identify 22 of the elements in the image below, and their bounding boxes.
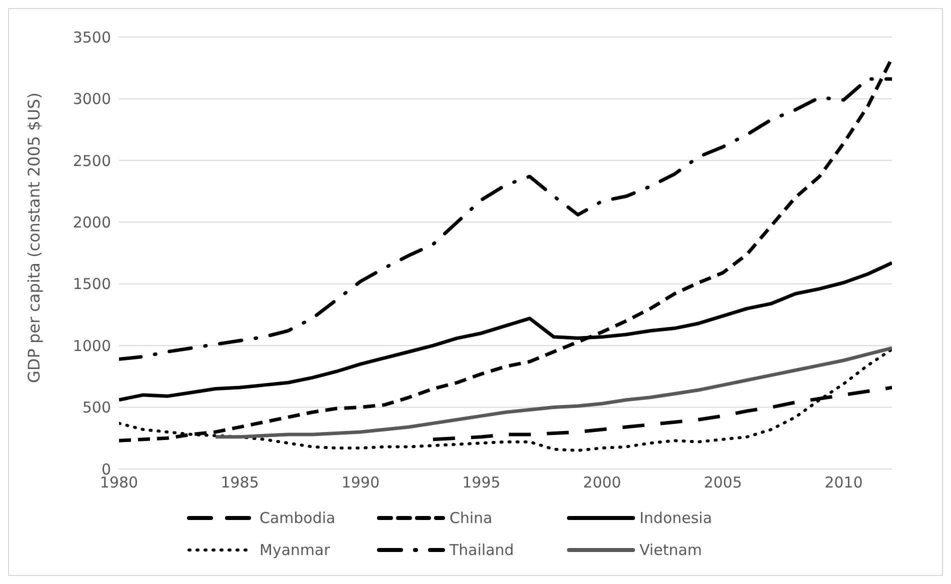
line-series [214,346,892,439]
legend-label: China [450,509,492,527]
y-tick-label: 500 [82,398,111,417]
x-tick-label: 2010 [824,474,863,492]
y-tick-label: 2000 [72,213,111,232]
y-tick-label: 1000 [72,336,111,355]
x-tick-label: 2000 [583,474,622,492]
legend-label: Thailand [450,541,514,559]
x-tick-label: 1980 [100,474,138,492]
y-axis-title: GDP per capita (constant 2005 $US) [24,92,44,383]
legend-label: Indonesia [640,509,712,527]
y-tick-label: 2500 [72,152,111,170]
legend-label: Myanmar [260,541,330,559]
y-tick-label: 1500 [72,275,111,294]
legend-label: Vietnam [640,541,702,559]
x-tick-label: 2005 [704,474,742,492]
x-tick-label: 1985 [220,474,259,492]
y-tick-label: 3000 [72,90,111,108]
y-tick-label: 3500 [72,28,111,46]
x-tick-label: 1995 [462,474,500,492]
x-tick-label: 1990 [341,474,380,492]
legend-label: Cambodia [260,509,336,527]
